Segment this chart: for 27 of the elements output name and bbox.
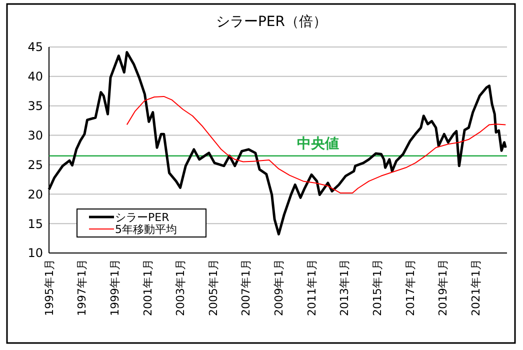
x-tick-label: 1997年1月 [76, 259, 89, 316]
y-tick-label: 40 [28, 70, 43, 84]
x-tick-label: 2011年1月 [305, 259, 318, 316]
x-tick-label: 2015年1月 [370, 259, 384, 316]
x-tick-label: 1995年1月 [42, 259, 56, 316]
x-tick-label: 2009年1月 [272, 259, 286, 316]
legend-label: シラーPER [115, 210, 170, 224]
y-tick-label: 15 [28, 216, 43, 231]
y-tick-label: 20 [28, 187, 43, 202]
y-tick-label: 10 [28, 246, 43, 260]
y-tick-label: 45 [28, 40, 43, 54]
x-tick-label: 2017年1月 [404, 259, 417, 316]
y-tick-label: 25 [28, 158, 43, 172]
legend-label: 5年移動平均 [115, 222, 177, 236]
x-tick-label: 2005年1月 [206, 259, 220, 316]
y-tick-label: 35 [28, 99, 43, 114]
x-tick-label: 2003年1月 [174, 259, 188, 316]
x-tick-label: 2013年1月 [338, 259, 352, 316]
x-tick-label: 2007年1月 [240, 259, 253, 316]
ref-line-label: 中央値 [297, 136, 339, 152]
x-tick-label: 2021年1月 [469, 259, 482, 316]
line-series [126, 96, 506, 194]
x-tick-label: 2001年1月 [141, 259, 154, 316]
x-tick-label: 2019年1月 [436, 259, 450, 316]
x-tick-label: 1999年1月 [108, 259, 122, 316]
chart-title: シラーPER（倍） [216, 14, 328, 30]
y-tick-label: 30 [28, 128, 43, 142]
